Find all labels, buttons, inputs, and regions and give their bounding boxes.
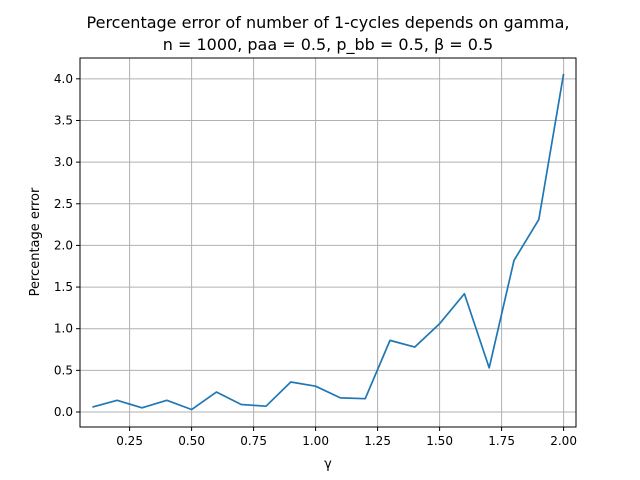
series-group xyxy=(92,73,565,411)
chart-subtitle: n = 1000, paa = 0.5, p_bb = 0.5, β = 0.5 xyxy=(163,35,493,55)
plot-frame xyxy=(79,57,577,428)
x-tick-label: 0.25 xyxy=(116,434,143,448)
grid-lines xyxy=(80,58,576,427)
y-tick-label: 4.0 xyxy=(54,72,73,86)
x-axis: 0.25 0.50 0.75 1.00 1.25 1.50 1.75 2.00 xyxy=(116,427,577,448)
y-axis-label: Percentage error xyxy=(28,187,43,296)
y-tick-label: 3.5 xyxy=(54,113,73,127)
y-tick-label: 1.0 xyxy=(54,322,73,336)
x-axis-label: γ xyxy=(324,457,332,472)
x-tick-label: 0.50 xyxy=(178,434,205,448)
chart-title: Percentage error of number of 1-cycles d… xyxy=(87,13,570,32)
y-tick-label: 2.5 xyxy=(54,197,73,211)
x-tick-label: 1.00 xyxy=(302,434,329,448)
x-tick-label: 1.25 xyxy=(364,434,391,448)
y-tick-label: 3.0 xyxy=(54,155,73,169)
y-axis: 0.0 0.5 1.0 1.5 2.0 2.5 3.0 3.5 4.0 xyxy=(54,72,80,419)
x-tick-label: 2.00 xyxy=(550,434,577,448)
series-line xyxy=(92,73,565,411)
y-tick-label: 1.5 xyxy=(54,280,73,294)
y-tick-label: 0.5 xyxy=(54,363,73,377)
x-tick-label: 0.75 xyxy=(240,434,267,448)
y-tick-label: 0.0 xyxy=(54,405,73,419)
x-tick-label: 1.50 xyxy=(426,434,453,448)
y-tick-label: 2.0 xyxy=(54,238,73,252)
x-tick-label: 1.75 xyxy=(488,434,515,448)
